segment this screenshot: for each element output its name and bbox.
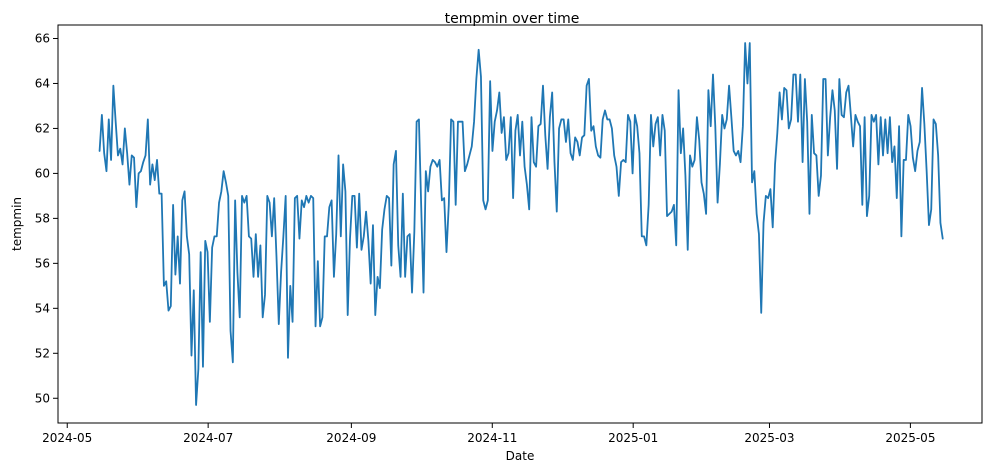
y-axis-title: tempmin [10,197,24,251]
y-tick-label: 56 [35,256,50,270]
y-tick-label: 54 [35,301,50,315]
y-tick-label: 64 [35,76,50,90]
x-tick-label: 2024-09 [326,431,376,445]
y-tick-label: 52 [35,346,50,360]
y-tick-label: 58 [35,211,50,225]
y-tick-label: 50 [35,391,50,405]
x-tick-label: 2025-03 [744,431,794,445]
x-tick-label: 2024-05 [42,431,92,445]
series-line [98,42,944,406]
x-tick-label: 2024-07 [183,431,233,445]
x-tick-label: 2024-11 [467,431,517,445]
x-axis: 2024-05 2024-07 2024-09 2024-11 2025-01 2025-… [42,423,935,445]
x-axis-title: Date [506,449,535,463]
y-tick-label: 66 [35,31,50,45]
x-tick-label: 2025-05 [885,431,935,445]
chart-title: tempmin over time [445,11,580,27]
x-tick-label: 2025-01 [608,431,658,445]
plot-frame [57,24,983,424]
y-tick-label: 62 [35,121,50,135]
y-axis: 50 52 54 56 58 60 62 64 66 [35,31,58,405]
y-tick-label: 60 [35,166,50,180]
